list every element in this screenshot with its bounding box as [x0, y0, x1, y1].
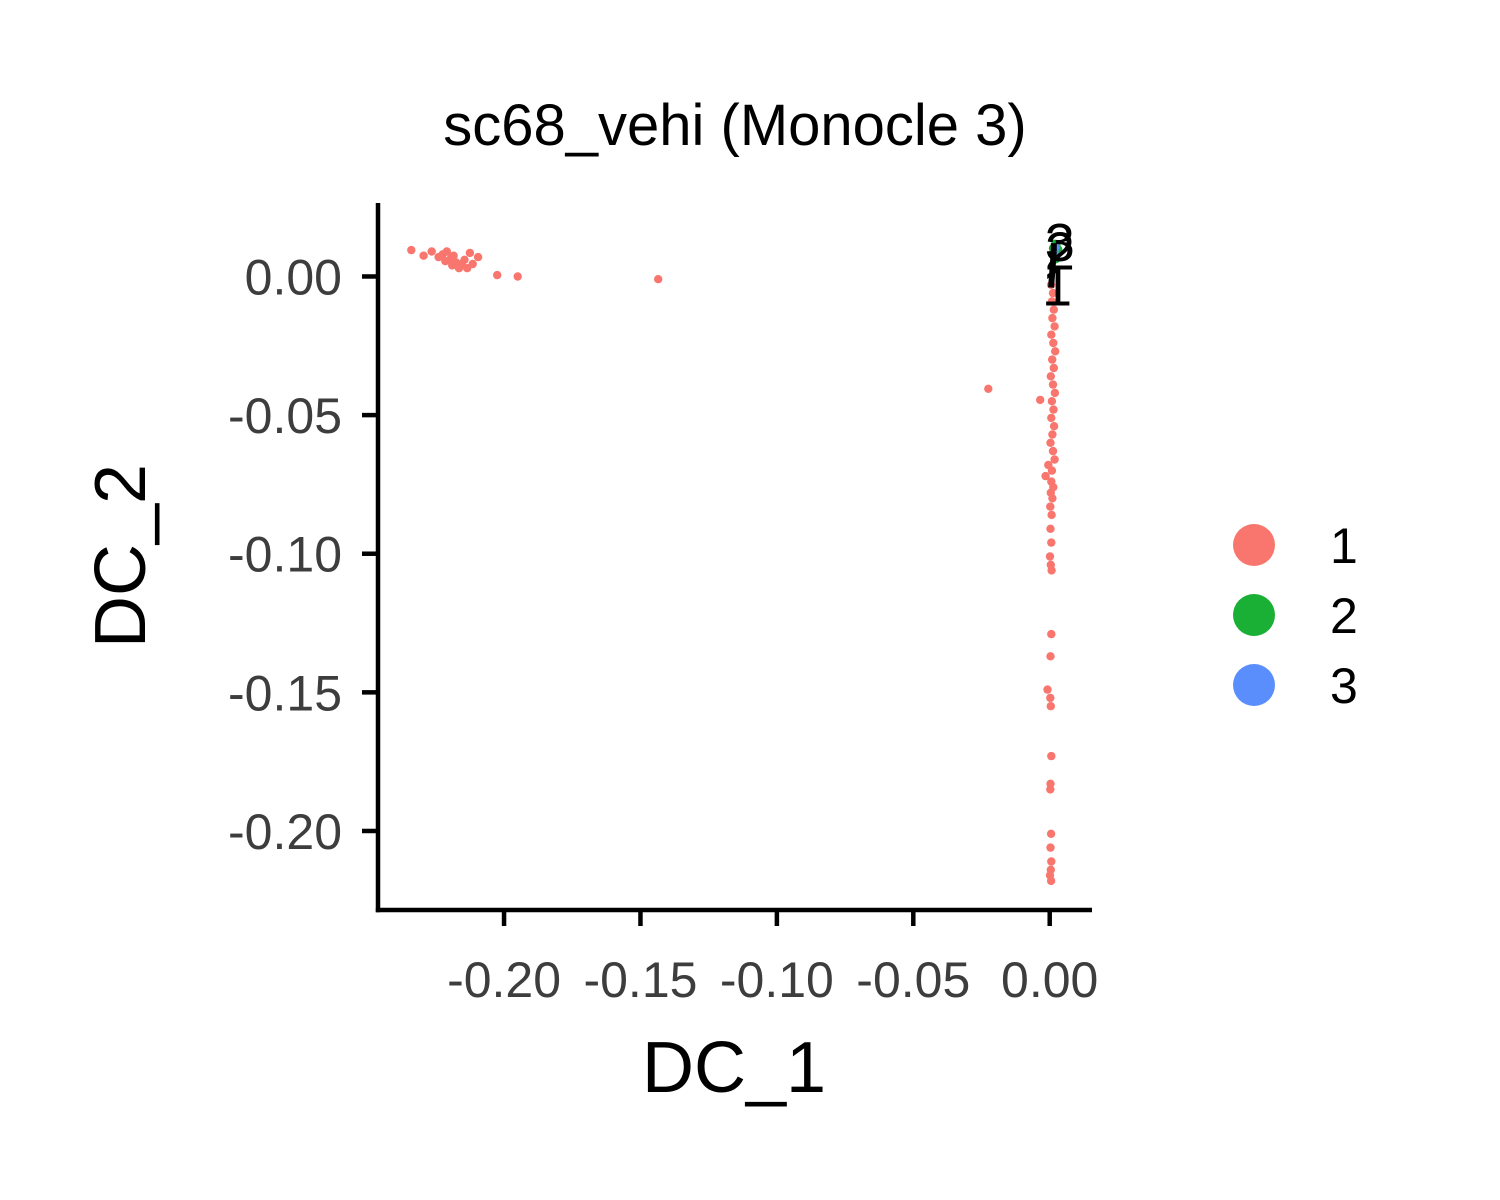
points-layer: [407, 239, 1063, 886]
x-axis-title: DC_1: [642, 1028, 826, 1108]
y-tick-label-2: -0.10: [228, 527, 342, 583]
x-tick-label-2: -0.10: [720, 952, 834, 1008]
data-point-series-1-26: [1049, 305, 1059, 314]
data-point-series-1-35: [1048, 380, 1058, 389]
data-point-series-1-58: [1047, 566, 1056, 575]
data-point-series-1-32: [1048, 355, 1057, 364]
data-point-series-1-24: [1048, 288, 1058, 298]
data-point-series-1-68: [1046, 843, 1055, 852]
data-point-series-1-16: [468, 259, 477, 269]
data-point-series-1-61: [1043, 685, 1052, 694]
data-point-series-1-38: [1049, 405, 1058, 414]
data-point-series-1-64: [1047, 751, 1056, 761]
data-point-series-1-0: [407, 245, 416, 255]
data-point-series-1-34: [1046, 372, 1056, 381]
data-point-series-1-72: [1046, 876, 1056, 886]
data-point-series-1-30: [1049, 338, 1058, 348]
legend-label-3: 3: [1330, 658, 1358, 714]
data-point-series-1-51: [1048, 494, 1057, 503]
trajectory-node-label-3: 3: [1045, 213, 1075, 273]
data-point-series-1-19: [513, 272, 522, 281]
data-point-series-1-42: [1046, 438, 1055, 447]
data-point-series-1-66: [1046, 785, 1055, 794]
trajectory-node-label-1: 1: [1042, 258, 1072, 318]
legend-key-1: [1233, 524, 1275, 566]
data-point-series-1-47: [1041, 471, 1050, 481]
x-tick-label-3: -0.05: [856, 952, 970, 1008]
legend-label-1: 1: [1330, 518, 1358, 574]
data-point-series-1-60: [1046, 652, 1055, 661]
trajectory-layer: 123: [1042, 213, 1075, 317]
data-point-series-1-17: [473, 252, 483, 262]
data-point-series-1-9: [449, 251, 458, 260]
y-tick-label-1: -0.05: [228, 388, 342, 444]
data-point-series-1-52: [1046, 502, 1055, 511]
data-point-series-1-37: [1047, 397, 1057, 406]
data-point-series-1-62: [1046, 693, 1055, 703]
y-tick-label-0: 0.00: [245, 249, 342, 305]
x-tick-label-4: 0.00: [1001, 952, 1098, 1008]
data-point-series-1-6: [442, 247, 451, 256]
data-point-series-1-21: [984, 384, 993, 393]
legend-key-3: [1233, 664, 1275, 706]
data-point-series-1-20: [654, 275, 663, 284]
data-point-series-1-55: [1047, 538, 1056, 547]
data-point-series-1-44: [1050, 455, 1059, 464]
data-point-series-1-59: [1047, 629, 1056, 639]
data-point-series-1-46: [1047, 466, 1057, 475]
data-point-series-1-15: [465, 248, 475, 258]
axes-layer: 0.00-0.05-0.10-0.15-0.20-0.20 -0.15 -0.10-…: [228, 203, 1098, 1008]
legend-label-2: 2: [1330, 588, 1358, 644]
data-point-series-1-69: [1047, 857, 1056, 866]
data-point-series-1-33: [1049, 363, 1059, 373]
legend: 1 2 3: [1233, 518, 1358, 714]
data-point-series-1-29: [1047, 330, 1056, 339]
data-point-series-1-67: [1046, 829, 1056, 838]
data-point-series-1-40: [1049, 422, 1059, 431]
y-axis-title: DC_2: [81, 464, 161, 648]
data-point-series-1-36: [1050, 388, 1060, 398]
legend-key-2: [1233, 594, 1275, 636]
data-point-series-1-18: [493, 270, 502, 280]
data-point-series-1-22: [1036, 395, 1045, 405]
data-point-series-1-31: [1051, 347, 1060, 356]
data-point-series-1-41: [1048, 430, 1057, 439]
data-point-series-1-1: [419, 251, 428, 260]
data-point-series-1-54: [1046, 524, 1055, 533]
data-point-series-1-25: [1047, 297, 1057, 306]
data-point-series-1-39: [1047, 413, 1056, 423]
x-tick-label-1: -0.15: [583, 952, 697, 1008]
y-tick-label-4: -0.20: [228, 804, 342, 860]
data-point-series-1-2: [427, 247, 436, 256]
data-point-series-1-28: [1050, 322, 1059, 331]
chart-title: sc68_vehi (Monocle 3): [443, 93, 1027, 158]
data-point-series-1-27: [1048, 313, 1057, 323]
trajectory-edge-1-2: [1048, 251, 1057, 288]
trajectory-node-label-2: 2: [1045, 222, 1075, 282]
y-tick-label-3: -0.15: [228, 665, 342, 721]
data-point-series-1-13: [460, 255, 469, 264]
data-point-series-1-56: [1045, 552, 1055, 561]
data-point-series-1-63: [1046, 702, 1056, 711]
x-tick-label-0: -0.20: [447, 952, 561, 1008]
data-point-series-1-43: [1048, 446, 1058, 456]
data-point-series-1-53: [1047, 510, 1056, 520]
